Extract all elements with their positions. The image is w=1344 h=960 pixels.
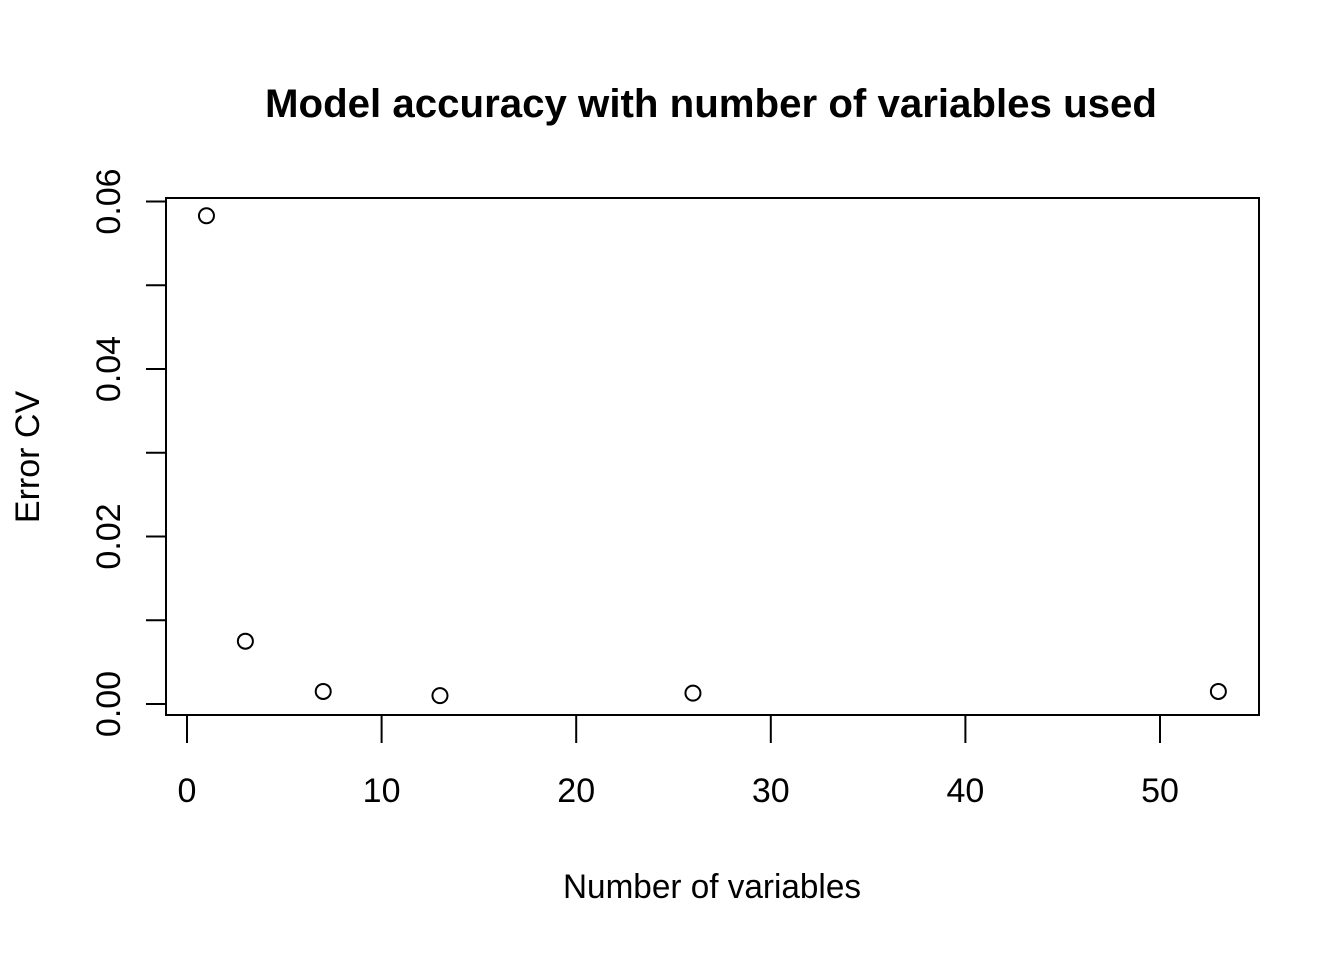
y-tick-label: 0.02 [90, 503, 128, 569]
plot-frame [165, 197, 1260, 716]
data-point [684, 684, 702, 702]
x-tick-label: 50 [1141, 772, 1179, 810]
y-tick-label: 0.06 [90, 168, 128, 234]
x-tick-label: 20 [557, 772, 595, 810]
x-tick-label: 0 [178, 772, 197, 810]
y-tick-label: 0.04 [90, 336, 128, 402]
data-point [431, 687, 449, 705]
x-tick-label: 40 [946, 772, 984, 810]
data-point [314, 682, 332, 700]
y-tick-label: 0.00 [90, 671, 128, 737]
y-axis: 0.00 0.02 0.04 0.06 [90, 168, 167, 737]
chart-title: Model accuracy with number of variables … [265, 82, 1157, 126]
data-point [1209, 682, 1227, 700]
y-axis-label: Error CV [9, 391, 47, 524]
x-tick-label: 10 [363, 772, 401, 810]
x-axis-label: Number of variables [563, 868, 861, 906]
x-tick-label: 30 [752, 772, 790, 810]
data-point [197, 207, 215, 225]
x-axis: 0 10 20 30 40 50 [178, 714, 1179, 810]
data-points [197, 207, 1227, 705]
data-point [236, 632, 254, 650]
